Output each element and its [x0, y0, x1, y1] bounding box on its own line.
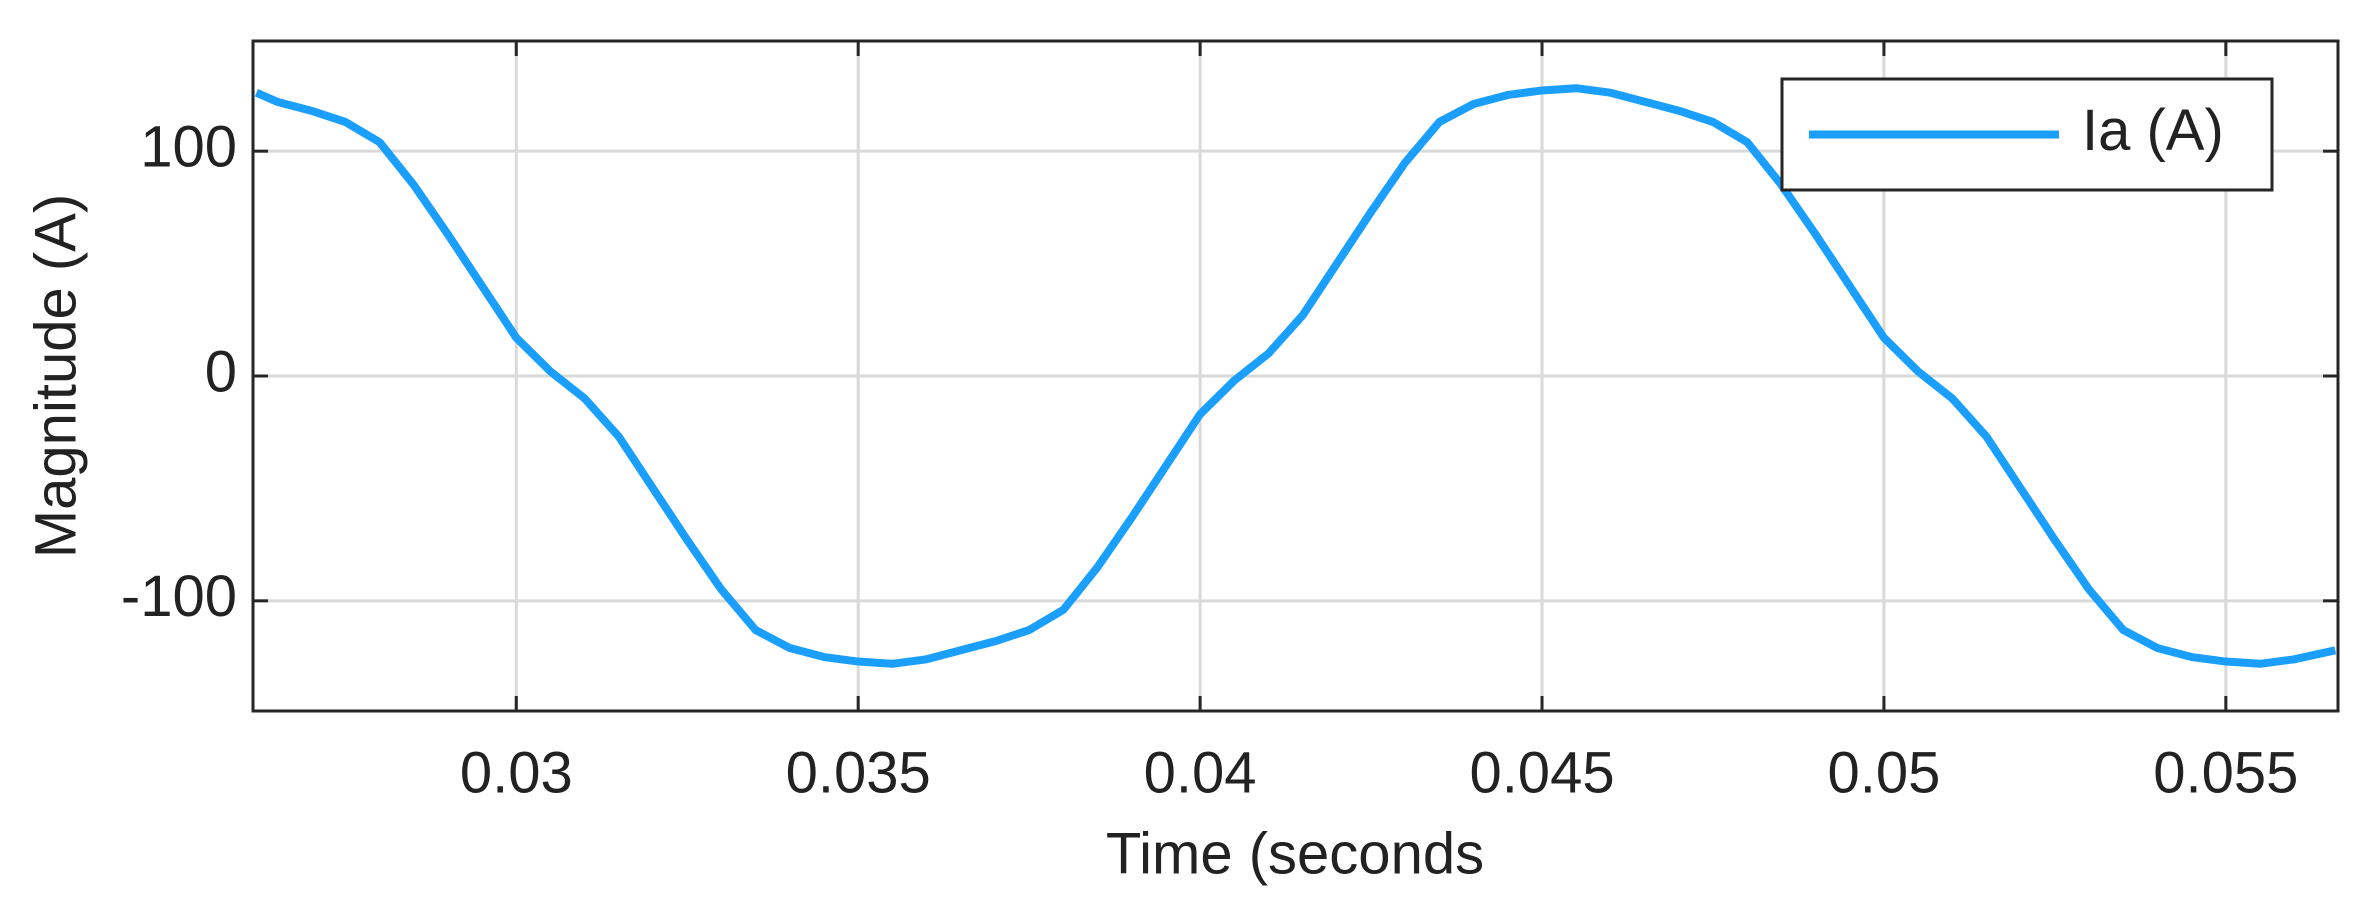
x-tick-label: 0.03: [460, 740, 573, 805]
legend-label: Ia (A): [2082, 98, 2224, 163]
x-axis-label: Time (seconds: [1106, 821, 1484, 886]
plot-frame: [251, 39, 2340, 713]
x-tick-label: 0.04: [1144, 740, 1257, 805]
y-axis-label: Magnitude (A): [23, 194, 88, 558]
x-tick-label: 0.055: [2153, 740, 2298, 805]
y-tick-label: 100: [140, 114, 237, 179]
x-tick-label: 0.035: [786, 740, 931, 805]
x-tick-label: 0.045: [1469, 740, 1614, 805]
y-tick-label: 0: [205, 339, 237, 404]
line-series: [254, 84, 2337, 668]
x-tick-label: 0.05: [1827, 740, 1940, 805]
y-tick-label: -100: [121, 564, 237, 629]
